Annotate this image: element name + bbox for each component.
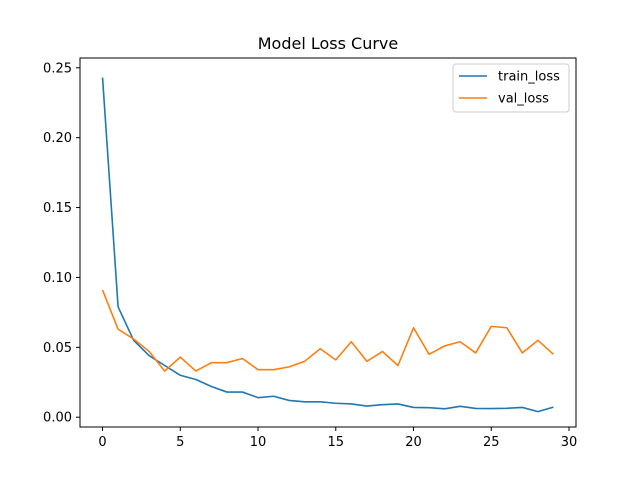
plot-lines — [101, 77, 554, 413]
x-axis-ticks: 0 5 10 15 20 25 30 — [98, 427, 577, 450]
x-tick-label: 30 — [561, 435, 578, 450]
legend-label: val_loss — [498, 92, 549, 107]
plot-frame — [79, 57, 577, 428]
x-tick-label: 20 — [405, 435, 422, 450]
legend: train_loss val_loss — [452, 63, 570, 113]
x-tick-label: 15 — [328, 435, 345, 450]
legend-label: train_loss — [498, 70, 560, 85]
y-tick-label: 0.20 — [43, 131, 72, 146]
y-axis-ticks: 0.00 0.05 0.10 0.15 0.20 0.25 — [43, 61, 80, 426]
y-tick-label: 0.25 — [43, 61, 72, 76]
x-tick-label: 25 — [483, 435, 500, 450]
series-line-val-loss — [101, 289, 554, 372]
x-tick-label: 10 — [250, 435, 267, 450]
chart-title: Model Loss Curve — [258, 34, 399, 53]
x-tick-label: 0 — [98, 435, 106, 450]
y-tick-label: 0.15 — [43, 201, 72, 216]
x-tick-label: 5 — [176, 435, 184, 450]
y-tick-label: 0.00 — [43, 411, 72, 426]
series-line-train-loss — [101, 77, 554, 413]
y-tick-label: 0.05 — [43, 341, 72, 356]
y-tick-label: 0.10 — [43, 271, 72, 286]
